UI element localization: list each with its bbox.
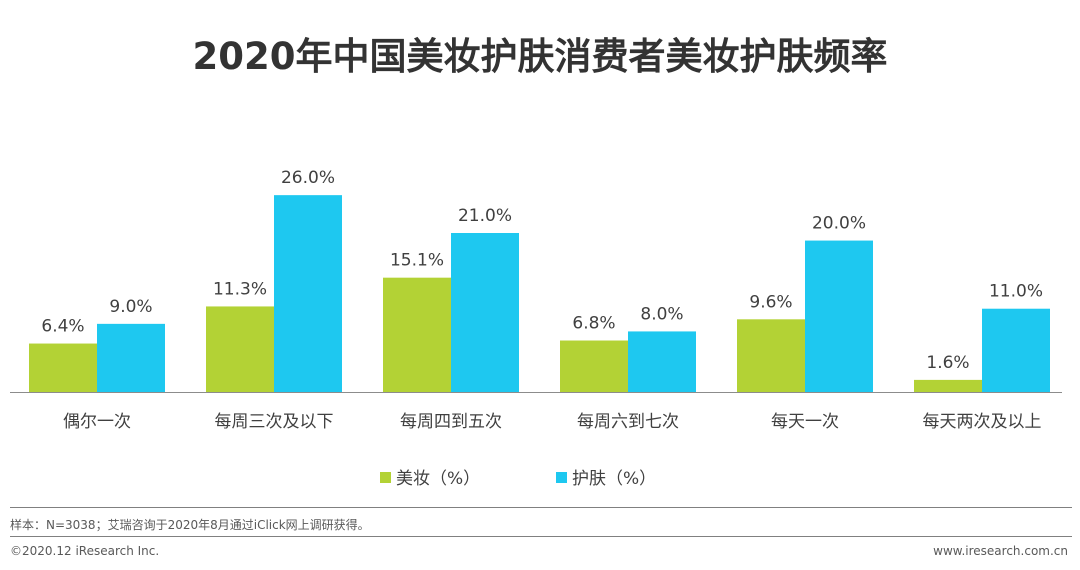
website-text: www.iresearch.com.cn bbox=[933, 544, 1068, 558]
copyright-text: ©2020.12 iResearch Inc. bbox=[10, 544, 160, 558]
note-divider bbox=[10, 507, 1072, 508]
legend: 美妆（%） 护肤（%） bbox=[380, 469, 656, 489]
legend-label-skincare: 护肤（%） bbox=[572, 469, 656, 489]
category-label-2: 每周四到五次 bbox=[400, 412, 502, 432]
bar-makeup-2 bbox=[383, 277, 451, 392]
chart-title: 2020年中国美妆护肤消费者美妆护肤频率 bbox=[192, 35, 888, 78]
legend-label-makeup: 美妆（%） bbox=[396, 469, 480, 489]
bar-skincare-2 bbox=[451, 233, 519, 392]
data-label-makeup-1: 11.3% bbox=[213, 279, 267, 299]
category-label-4: 每天一次 bbox=[771, 412, 839, 432]
footer-divider bbox=[10, 536, 1072, 537]
bar-makeup-4 bbox=[737, 319, 805, 392]
bar-skincare-0 bbox=[97, 323, 165, 392]
data-label-makeup-5: 1.6% bbox=[926, 353, 969, 373]
bars-layer bbox=[29, 195, 1050, 392]
labels-layer: 6.4% 9.0% 偶尔一次 11.3% 26.0% 每周三次及以下 15.1% 21.0% 每… bbox=[41, 168, 1043, 432]
bar-skincare-1 bbox=[274, 195, 342, 392]
chart-area: 6.4% 9.0% 偶尔一次 11.3% 26.0% 每周三次及以下 15.1% 21.0% 每… bbox=[10, 168, 1062, 489]
data-label-skincare-5: 11.0% bbox=[989, 282, 1043, 302]
category-label-3: 每周六到七次 bbox=[577, 412, 679, 432]
legend-swatch-skincare bbox=[556, 472, 567, 483]
data-label-skincare-0: 9.0% bbox=[109, 297, 152, 317]
bar-skincare-4 bbox=[805, 240, 873, 392]
category-label-0: 偶尔一次 bbox=[63, 412, 131, 432]
bar-makeup-1 bbox=[206, 306, 274, 392]
data-label-skincare-1: 26.0% bbox=[281, 168, 335, 188]
category-label-5: 每天两次及以上 bbox=[923, 412, 1042, 432]
data-label-makeup-3: 6.8% bbox=[572, 314, 615, 334]
category-label-1: 每周三次及以下 bbox=[215, 412, 334, 432]
sample-note: 样本：N=3038；艾瑞咨询于2020年8月通过iClick网上调研获得。 bbox=[10, 518, 370, 532]
data-label-makeup-2: 15.1% bbox=[390, 251, 444, 271]
data-label-skincare-2: 21.0% bbox=[458, 206, 512, 226]
bar-skincare-5 bbox=[982, 308, 1050, 392]
bar-skincare-3 bbox=[628, 331, 696, 392]
bar-makeup-0 bbox=[29, 343, 97, 392]
data-label-skincare-4: 20.0% bbox=[812, 214, 866, 234]
legend-swatch-makeup bbox=[380, 472, 391, 483]
data-label-skincare-3: 8.0% bbox=[640, 304, 683, 324]
bar-makeup-3 bbox=[560, 340, 628, 392]
data-label-makeup-0: 6.4% bbox=[41, 317, 84, 337]
data-label-makeup-4: 9.6% bbox=[749, 292, 792, 312]
bar-makeup-5 bbox=[914, 379, 982, 392]
